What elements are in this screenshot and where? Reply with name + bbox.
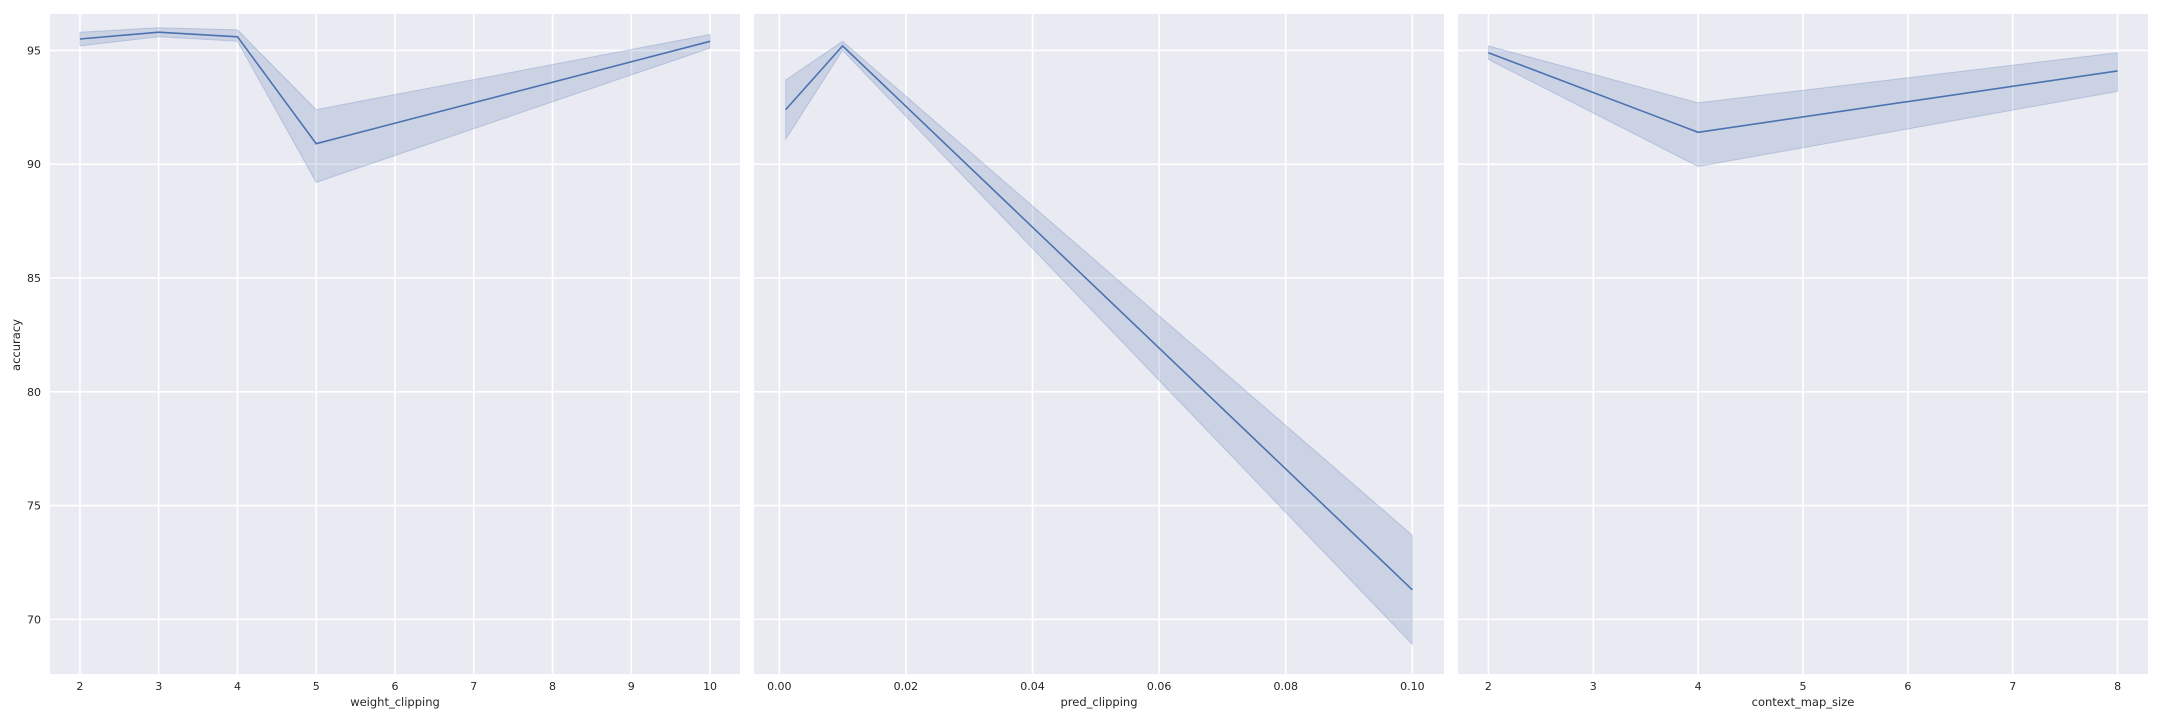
x-tick-label: 0.04 — [1020, 680, 1045, 693]
x-tick-label: 4 — [234, 680, 241, 693]
confidence-band — [79, 27, 711, 184]
x-axis-label: context_map_size — [1752, 695, 1855, 709]
x-tick-label: 0.02 — [894, 680, 919, 693]
x-tick-label: 6 — [1904, 680, 1911, 693]
y-tick-label: 70 — [27, 613, 41, 626]
plot-area — [754, 14, 1444, 674]
x-tick-label: 5 — [313, 680, 320, 693]
x-tick-label: 7 — [470, 680, 477, 693]
y-tick-label: 75 — [27, 500, 41, 513]
x-tick-label: 2 — [1485, 680, 1492, 693]
y-tick-label: 90 — [27, 158, 41, 171]
x-tick-label: 0.08 — [1273, 680, 1298, 693]
x-tick-label: 8 — [549, 680, 556, 693]
x-tick-label: 9 — [628, 680, 635, 693]
series-line — [79, 31, 711, 145]
y-tick-label: 95 — [27, 44, 41, 57]
x-tick-label: 2 — [76, 680, 83, 693]
x-axis-label: weight_clipping — [350, 695, 440, 709]
facet-panel-3: 2 3 4 5 6 7 8 context_map_size — [1458, 14, 2148, 709]
facet-panel-2: 0.00 0.02 0.04 0.06 0.08 0.10 pred_clipping — [754, 14, 1444, 709]
x-tick-label: 0.00 — [767, 680, 792, 693]
x-tick-label: 5 — [1800, 680, 1807, 693]
y-axis-label: accuracy — [9, 319, 23, 371]
x-tick-label: 0.10 — [1400, 680, 1425, 693]
series-line — [1488, 51, 2118, 134]
x-tick-label: 3 — [1590, 680, 1597, 693]
x-tick-label: 7 — [2009, 680, 2016, 693]
x-tick-label: 4 — [1695, 680, 1702, 693]
y-tick-label: 85 — [27, 272, 41, 285]
confidence-band — [785, 40, 1413, 646]
x-axis-label: pred_clipping — [1061, 695, 1138, 709]
confidence-band — [1487, 45, 2119, 168]
x-tick-label: 10 — [703, 680, 717, 693]
x-tick-label: 6 — [392, 680, 399, 693]
x-tick-label: 3 — [155, 680, 162, 693]
series-line — [785, 44, 1413, 591]
x-tick-label: 8 — [2114, 680, 2121, 693]
y-tick-label: 80 — [27, 386, 41, 399]
x-tick-label: 0.06 — [1147, 680, 1172, 693]
facet-panel-1: 2 3 4 5 6 7 8 9 10 70 75 80 85 90 95 weight_clipping — [27, 14, 740, 709]
